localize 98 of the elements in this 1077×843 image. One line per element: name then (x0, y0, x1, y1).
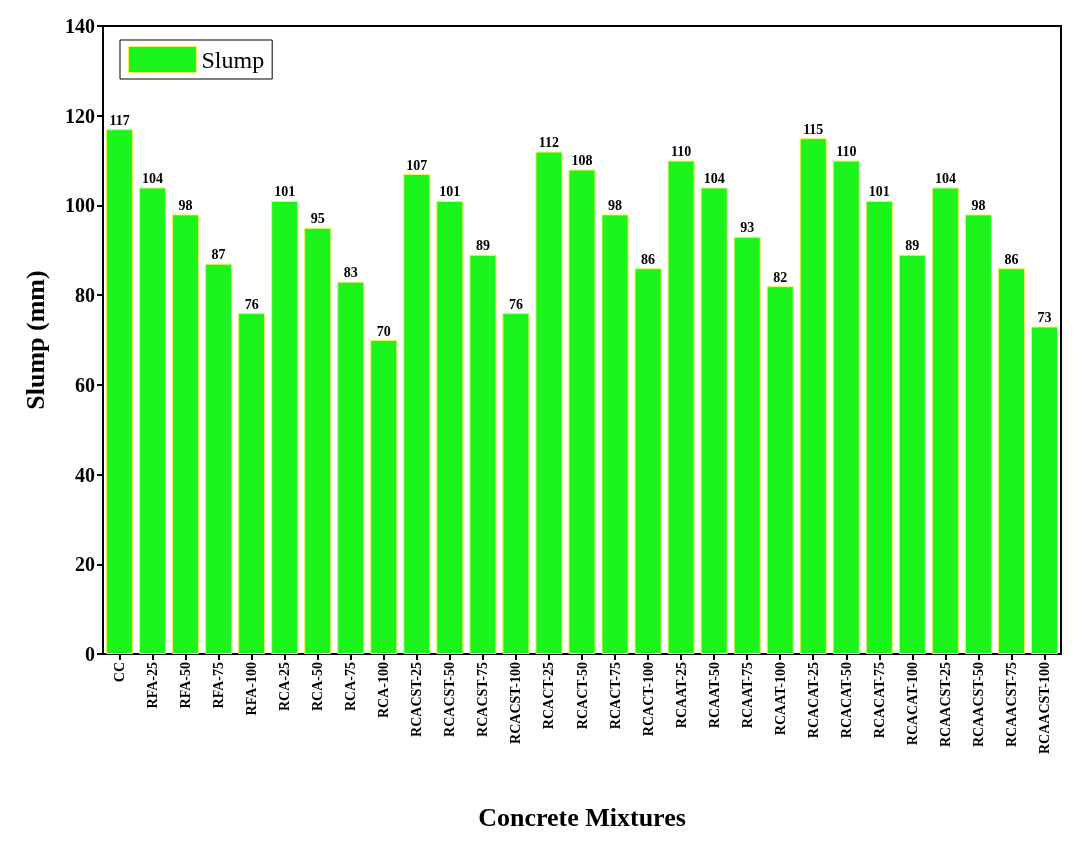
x-tick-label: CC (112, 662, 128, 683)
x-tick-label: RCACT-25 (541, 662, 557, 730)
x-tick-label: RCA-100 (376, 662, 392, 718)
x-tick-label: RCAACST-25 (937, 662, 953, 748)
y-tick-label: 120 (65, 104, 95, 127)
y-tick-label: 60 (75, 373, 95, 396)
x-tick-label: RCACST-25 (409, 662, 425, 737)
legend-label: Slump (201, 46, 265, 73)
data-label: 73 (1037, 310, 1052, 326)
data-label: 87 (211, 247, 226, 263)
bar (964, 214, 992, 654)
x-tick-label: RCACST-75 (475, 662, 491, 737)
data-label: 110 (836, 144, 857, 160)
x-tick-label: RCAACST-75 (1003, 662, 1019, 748)
bar (997, 268, 1025, 654)
x-tick-label: RCACT-50 (574, 662, 590, 730)
bar (700, 187, 728, 654)
bar (469, 254, 497, 654)
x-tick-label: RCACT-100 (640, 662, 656, 737)
y-tick-label: 20 (75, 553, 95, 576)
data-label: 98 (608, 197, 623, 213)
x-tick-label: RCACAT-25 (805, 662, 821, 739)
x-tick-label: RCA-75 (343, 662, 359, 711)
data-label: 70 (376, 323, 391, 339)
x-tick-label: RFA-25 (145, 662, 161, 709)
y-tick-label: 40 (75, 463, 95, 486)
data-label: 86 (641, 251, 656, 267)
data-label: 117 (109, 112, 130, 128)
data-label: 76 (244, 296, 259, 312)
x-tick-label: RCAAT-100 (772, 662, 788, 736)
bar (931, 187, 959, 654)
data-label: 104 (142, 170, 164, 186)
x-axis-title: Concrete Mixtures (478, 802, 686, 832)
data-label: 95 (310, 211, 325, 227)
data-label: 98 (178, 197, 193, 213)
data-label: 101 (868, 184, 890, 200)
x-tick-label: RCAAT-75 (739, 662, 755, 729)
data-label: 89 (905, 238, 920, 254)
bar (238, 313, 266, 654)
x-tick-label: RCACST-100 (508, 662, 524, 744)
data-label: 93 (740, 220, 755, 236)
data-label: 89 (475, 238, 490, 254)
bar (436, 200, 464, 654)
bar (667, 160, 695, 654)
data-label: 112 (538, 135, 560, 151)
bar (403, 174, 431, 654)
x-tick-label: RCACAT-100 (904, 662, 920, 746)
bar (1030, 326, 1059, 654)
x-tick-label: RCACAT-50 (838, 662, 854, 739)
bar (733, 236, 761, 654)
x-tick-label: RCACT-75 (607, 662, 623, 730)
x-tick-label: RCAAT-50 (706, 662, 722, 729)
y-tick-label: 100 (65, 194, 95, 217)
bar (535, 151, 563, 654)
y-tick-label: 80 (75, 284, 95, 307)
x-tick-label: RCACAT-75 (871, 662, 887, 739)
x-tick-label: RFA-75 (211, 662, 227, 709)
bar (139, 187, 167, 654)
bar (271, 200, 299, 654)
x-tick-label: RFA-100 (244, 662, 260, 716)
data-label: 110 (670, 144, 692, 160)
data-label: 101 (439, 184, 461, 200)
y-tick-label: 140 (65, 15, 95, 37)
bar (172, 214, 200, 654)
data-label: 83 (343, 265, 358, 281)
bar (370, 340, 398, 654)
bar (865, 200, 893, 654)
data-label: 98 (971, 197, 986, 213)
bar (898, 254, 926, 654)
x-tick-label: RCACST-50 (442, 662, 458, 737)
bar (832, 160, 860, 654)
data-label: 115 (803, 121, 824, 137)
data-label: 82 (773, 269, 788, 285)
x-tick-label: RCA-25 (277, 662, 293, 711)
bar (634, 268, 662, 654)
data-label: 107 (406, 157, 428, 173)
y-tick-label: 0 (85, 643, 95, 665)
bar (304, 227, 332, 654)
bar (601, 214, 629, 654)
x-tick-label: RCAACST-100 (1036, 662, 1052, 755)
x-tick-label: RCA-50 (310, 662, 326, 711)
bar (337, 281, 365, 654)
bar (799, 138, 827, 654)
bar (766, 286, 794, 654)
bar (502, 313, 530, 654)
x-tick-label: RFA-50 (178, 662, 194, 709)
bar (568, 169, 596, 654)
data-label: 101 (274, 184, 296, 200)
x-tick-label: RCAACST-50 (970, 662, 986, 748)
x-tick-label: RCAAT-25 (673, 662, 689, 729)
data-label: 104 (934, 170, 956, 186)
data-label: 76 (508, 296, 523, 312)
bar (205, 263, 233, 654)
data-label: 104 (703, 170, 725, 186)
data-label: 108 (571, 153, 593, 169)
y-axis-title: Slump (mm) (20, 270, 50, 410)
data-label: 86 (1004, 251, 1019, 267)
bar (105, 129, 134, 654)
